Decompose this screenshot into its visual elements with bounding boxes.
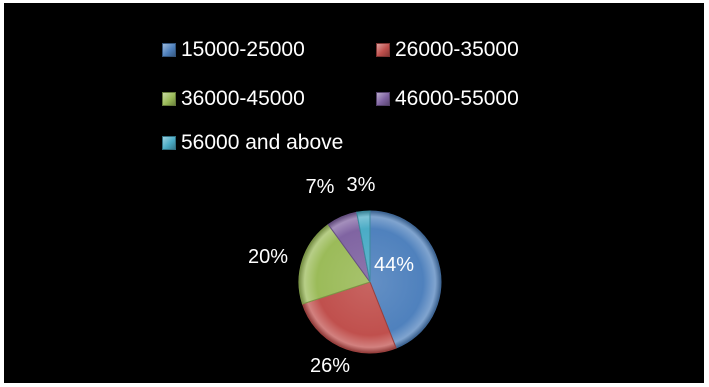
legend-item-4: 46000-55000 [376,86,519,112]
legend-label-1: 15000-25000 [181,38,305,61]
legend-label-5: 56000 and above [181,131,344,154]
pie-slice-1 [369,210,442,349]
legend-swatch-2 [376,43,390,57]
slice-label-5: 3% [347,174,376,196]
legend-label-2: 26000-35000 [395,38,519,61]
legend-swatch-3 [162,92,176,106]
legend-item-2: 26000-35000 [376,37,519,63]
slice-label-2: 26% [310,355,350,377]
legend-swatch-1 [162,43,176,57]
slice-label-4: 7% [306,176,335,198]
legend-item-1: 15000-25000 [162,37,305,63]
slice-label-3: 20% [248,246,288,268]
chart-area: 15000-25000 26000-35000 36000-45000 4600… [4,3,704,383]
pie-chart: 44% 26% 20% 7% 3% [248,174,442,377]
legend-label-3: 36000-45000 [181,87,305,110]
legend-item-5: 56000 and above [162,130,343,156]
pie-slice-3 [298,223,371,305]
pie-slice-2 [301,281,397,354]
slice-label-1: 44% [374,254,414,276]
legend-swatch-4 [376,92,390,106]
pie-slice-5 [356,210,371,283]
legend-swatch-5 [162,136,176,150]
legend-item-3: 36000-45000 [162,86,305,112]
legend-label-4: 46000-55000 [395,87,519,110]
